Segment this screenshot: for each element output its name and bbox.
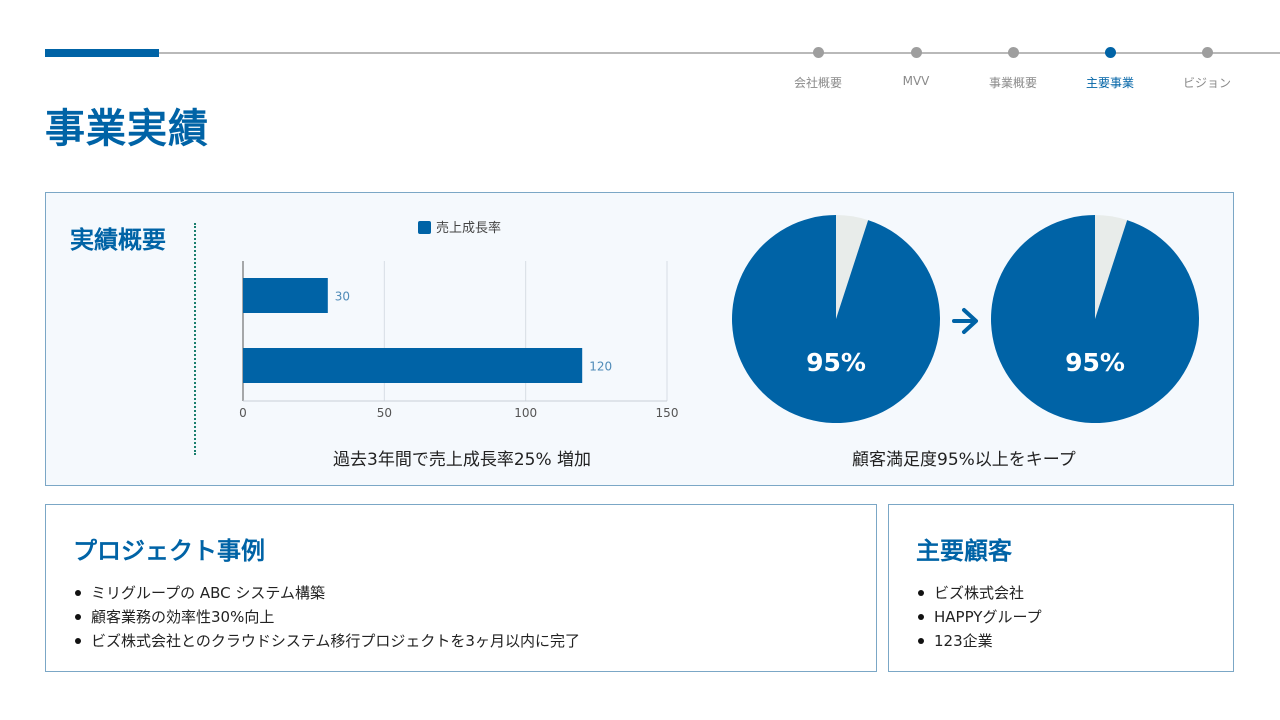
pie-chart-after: 95% <box>991 215 1200 424</box>
bar <box>243 278 328 313</box>
bar-data-label: 30 <box>335 290 350 304</box>
clients-list: ビズ株式会社 HAPPYグループ 123企業 <box>918 581 1042 653</box>
page-title: 事業実績 <box>45 106 209 152</box>
nav-label: 事業概要 <box>988 76 1037 90</box>
header-rule <box>45 52 1280 54</box>
x-tick-label: 0 <box>239 406 247 420</box>
legend-label: 売上成長率 <box>436 220 501 236</box>
x-tick-label: 50 <box>377 406 392 420</box>
list-item: ビズ株式会社 <box>918 581 1042 605</box>
nav-label: MVV <box>902 74 930 88</box>
nav-item-main-business[interactable]: 主要事業 <box>1060 47 1160 91</box>
list-item: 123企業 <box>918 629 1042 653</box>
pie-chart-caption: 顧客満足度95%以上をキープ <box>852 450 1076 470</box>
nav-dot <box>1007 47 1019 58</box>
pie-chart-before: 95% <box>732 215 940 423</box>
pie-data-label: 95% <box>1065 348 1125 377</box>
nav-item-company[interactable]: 会社概要 <box>768 47 868 91</box>
list-item: ミリグループの ABC システム構築 <box>75 581 580 605</box>
nav-dot <box>812 47 824 58</box>
summary-title: 実績概要 <box>70 226 166 254</box>
summary-charts: 0 50 100 150 30 120 売上成長率 95% 95% <box>239 215 1200 424</box>
pie-data-label: 95% <box>806 348 866 377</box>
arrow-right-icon <box>952 308 978 334</box>
pie-slice-main <box>732 215 940 423</box>
nav-item-business-overview[interactable]: 事業概要 <box>963 47 1063 91</box>
pie-slice-rest <box>836 215 869 319</box>
clients-panel: 主要顧客 ビズ株式会社 HAPPYグループ 123企業 <box>888 504 1234 672</box>
x-tick-label: 150 <box>656 406 679 420</box>
pie-slice-rest <box>1095 215 1128 319</box>
list-item: ビズ株式会社とのクラウドシステム移行プロジェクトを3ヶ月以内に完了 <box>75 629 580 653</box>
clients-title: 主要顧客 <box>916 537 1012 565</box>
nav-label: ビジョン <box>1182 76 1231 90</box>
legend-swatch <box>418 221 431 234</box>
header-accent-bar <box>45 49 159 57</box>
nav-dot <box>1201 47 1213 58</box>
bar <box>243 348 583 383</box>
summary-panel: 実績概要 0 50 100 150 30 120 売上成長率 95% 95% 過去3年間で売… <box>45 192 1234 486</box>
nav-item-mvv[interactable]: MVV <box>866 47 966 88</box>
nav-dot <box>910 47 922 58</box>
list-item: 顧客業務の効率性30%向上 <box>75 605 580 629</box>
list-item: HAPPYグループ <box>918 605 1042 629</box>
x-tick-label: 100 <box>514 406 537 420</box>
nav-dot-active <box>1104 47 1116 58</box>
projects-list: ミリグループの ABC システム構築 顧客業務の効率性30%向上 ビズ株式会社と… <box>75 581 580 653</box>
nav-item-vision[interactable]: ビジョン <box>1157 47 1257 91</box>
bar-data-label: 120 <box>589 360 612 374</box>
projects-title: プロジェクト事例 <box>73 537 265 565</box>
pie-slice-main <box>991 215 1200 424</box>
nav-label: 会社概要 <box>793 76 842 90</box>
bar-chart: 0 50 100 150 30 120 売上成長率 <box>239 220 678 420</box>
dotted-divider <box>194 223 196 455</box>
bar-chart-caption: 過去3年間で売上成長率25% 増加 <box>333 450 592 470</box>
projects-panel: プロジェクト事例 ミリグループの ABC システム構築 顧客業務の効率性30%向… <box>45 504 877 672</box>
nav-label: 主要事業 <box>1085 76 1134 90</box>
